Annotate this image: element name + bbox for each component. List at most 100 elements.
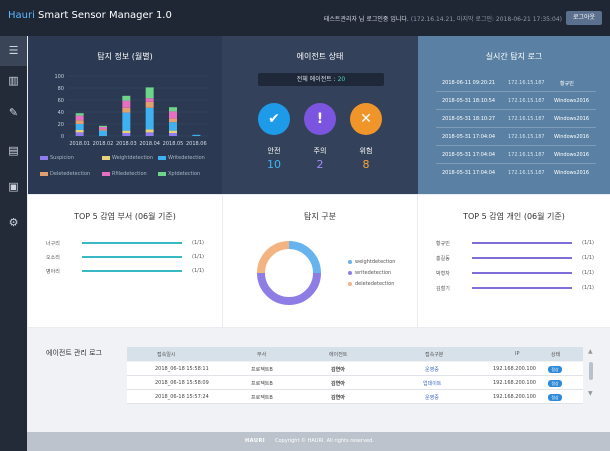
- top5-person-bar: [472, 272, 572, 274]
- footer-copyright: Copyright © HAURI. All rights reserved.: [275, 438, 374, 444]
- footer: HAURI Copyright © HAURI. All rights rese…: [27, 432, 610, 451]
- top5-person-row: 김철기 (1/1): [436, 285, 594, 292]
- legend-swatch: [102, 155, 110, 160]
- donut-slice: [288, 241, 321, 274]
- top5-person-bar: [472, 242, 572, 244]
- y-tick-label: 20: [58, 122, 64, 128]
- donut-slice: [257, 241, 290, 274]
- y-tick-label: 100: [54, 74, 64, 80]
- status-badge: 정상: [548, 394, 562, 401]
- x-tick-label: 2018.05: [163, 141, 184, 147]
- scroll-down-icon[interactable]: ▼: [588, 390, 593, 397]
- bar-segment: [145, 87, 154, 99]
- scroll-thumb[interactable]: [589, 362, 593, 380]
- top5-dept-row: 병아리 (1/1): [46, 268, 204, 275]
- x-tick-label: 2018.06: [186, 141, 207, 147]
- realtime-log-panel: 실시간 탐지 로그: [418, 36, 610, 194]
- bar-segment: [122, 95, 131, 101]
- close-icon[interactable]: ✕: [350, 103, 382, 135]
- top5-person-row: 황규민 (1/1): [436, 240, 594, 247]
- top5-person-row: 박형자 (1/1): [436, 270, 594, 277]
- status-value-warning: 2: [316, 158, 324, 171]
- col-time: 접속일시: [157, 352, 176, 358]
- top5-person-bar: [472, 287, 572, 289]
- logout-button[interactable]: 로그아웃: [566, 11, 602, 25]
- bar-segment: [99, 130, 107, 136]
- agent-status-title: 에이전트 상태: [296, 52, 344, 61]
- report-icon[interactable]: ▤: [8, 144, 19, 157]
- status-label-danger: 위험: [359, 147, 373, 155]
- legend-swatch: [158, 155, 166, 160]
- top5-dept-bar: [82, 256, 182, 258]
- col-ip: IP: [515, 351, 520, 357]
- bar-segment: [192, 134, 201, 136]
- status-badge: 정상: [548, 366, 562, 373]
- col-dept: 부서: [257, 352, 267, 358]
- realtime-log-row[interactable]: 2018-05-31 18:10:54 172.16.15.187 Windows2…: [436, 92, 596, 110]
- bar-segment: [145, 98, 154, 102]
- top5-person-bar: [472, 257, 572, 259]
- bar-segment: [169, 107, 177, 112]
- login-info: 테스트관리자 님 로그인중 입니다. (172.16.14.21, 마지막 로그…: [324, 14, 562, 23]
- top5-dept-title: TOP 5 감염 부서 (06월 기준): [74, 212, 176, 221]
- last-login-text: (172.16.14.21, 마지막 로그인: 2018-06-21 17:35…: [410, 16, 562, 23]
- realtime-log-row[interactable]: 2018-06-11 09:20:21 172.16.15.187 황규민: [436, 74, 596, 92]
- gear-icon[interactable]: ⚙: [8, 216, 19, 229]
- table-row[interactable]: 2018_06-18 15:57:24 프로젝트B 김연아 운영중 192.16…: [127, 390, 583, 404]
- check-icon[interactable]: ✔: [258, 103, 290, 135]
- top5-dept-row: 오소리 (1/1): [46, 254, 204, 261]
- bar-chart-icon[interactable]: ▥: [8, 74, 19, 87]
- document-icon[interactable]: ▣: [8, 180, 19, 193]
- bar-segment: [145, 129, 154, 133]
- legend-item: Rfiledetection: [102, 171, 147, 177]
- table-row[interactable]: 2018_06-18 15:58:09 프로젝트B 김연아 업데이트 192.1…: [127, 376, 583, 390]
- status-badge: 정상: [548, 380, 562, 387]
- bar-segment: [75, 113, 84, 116]
- realtime-log-row[interactable]: 2018-05-31 17:04:04 172.16.15.187 Windows2…: [436, 128, 596, 146]
- scroll-up-icon[interactable]: ▲: [588, 348, 593, 355]
- footer-logo: HAURI: [245, 438, 266, 444]
- monthly-detection-chart: 0 20 40 60 80 100 2018.01 2018.02 2018.03 2018.04…: [54, 74, 208, 147]
- bar-segment: [122, 107, 131, 113]
- bar-segment: [122, 112, 131, 131]
- donut-legend-item: weightdetection: [348, 259, 395, 265]
- bar-segment: [169, 133, 177, 136]
- table-row[interactable]: 2018_06-18 15:58:11 프로젝트B 김연아 운영중 192.16…: [127, 362, 583, 376]
- detection-type-panel: 탐지 구분: [223, 195, 417, 327]
- exclamation-icon[interactable]: !: [304, 103, 336, 135]
- agent-log-title: 에이전트 관리 로그: [46, 349, 102, 357]
- login-user-text: 테스트관리자 님 로그인중 입니다.: [323, 16, 409, 23]
- bar-segment: [75, 124, 84, 130]
- bar-segment: [122, 133, 131, 136]
- agent-log-header: 접속일시 부서 에이전트 접속구분 IP 상태: [127, 347, 583, 361]
- realtime-log-row[interactable]: 2018-05-31 17:04:04 172.16.15.187 Windows2…: [436, 146, 596, 164]
- legend-dot: [348, 270, 352, 275]
- brand-prefix: Hauri: [8, 10, 35, 21]
- status-value-danger: 8: [362, 158, 370, 171]
- realtime-log-row[interactable]: 2018-05-31 17:04:04 172.16.15.187 Windows2…: [442, 170, 590, 176]
- donut-slice: [257, 272, 321, 305]
- top5-person-row: 홍길동 (1/1): [436, 255, 594, 262]
- legend-swatch: [158, 171, 166, 176]
- bar-segment: [169, 111, 177, 119]
- bar-segment: [145, 101, 154, 108]
- agent-log-scrollbar[interactable]: ▲ ▼: [587, 348, 595, 408]
- bar-segment: [122, 130, 131, 133]
- realtime-log-row[interactable]: 2018-05-31 18:10:27 172.16.15.187 Windows2…: [436, 110, 596, 128]
- x-tick-label: 2018.04: [139, 141, 160, 147]
- menu-icon[interactable]: ☰: [0, 36, 27, 66]
- x-tick-label: 2018.03: [116, 141, 137, 147]
- top5-dept-panel: TOP 5 감염 부서 (06월 기준): [28, 195, 222, 327]
- y-tick-label: 60: [58, 98, 64, 104]
- x-tick-label: 2018.01: [69, 141, 90, 147]
- bar-segment: [99, 125, 107, 127]
- realtime-log-title: 실시간 탐지 로그: [485, 52, 543, 61]
- x-tick-label: 2018.02: [93, 141, 114, 147]
- y-tick-label: 80: [58, 86, 64, 92]
- donut-legend-item: deletedetection: [348, 281, 394, 287]
- brand-name: Smart Sensor Manager 1.0: [34, 10, 172, 21]
- legend-swatch: [102, 171, 110, 176]
- legend-dot: [348, 259, 352, 264]
- bar-segment: [75, 132, 84, 136]
- edit-icon[interactable]: ✎: [8, 106, 19, 119]
